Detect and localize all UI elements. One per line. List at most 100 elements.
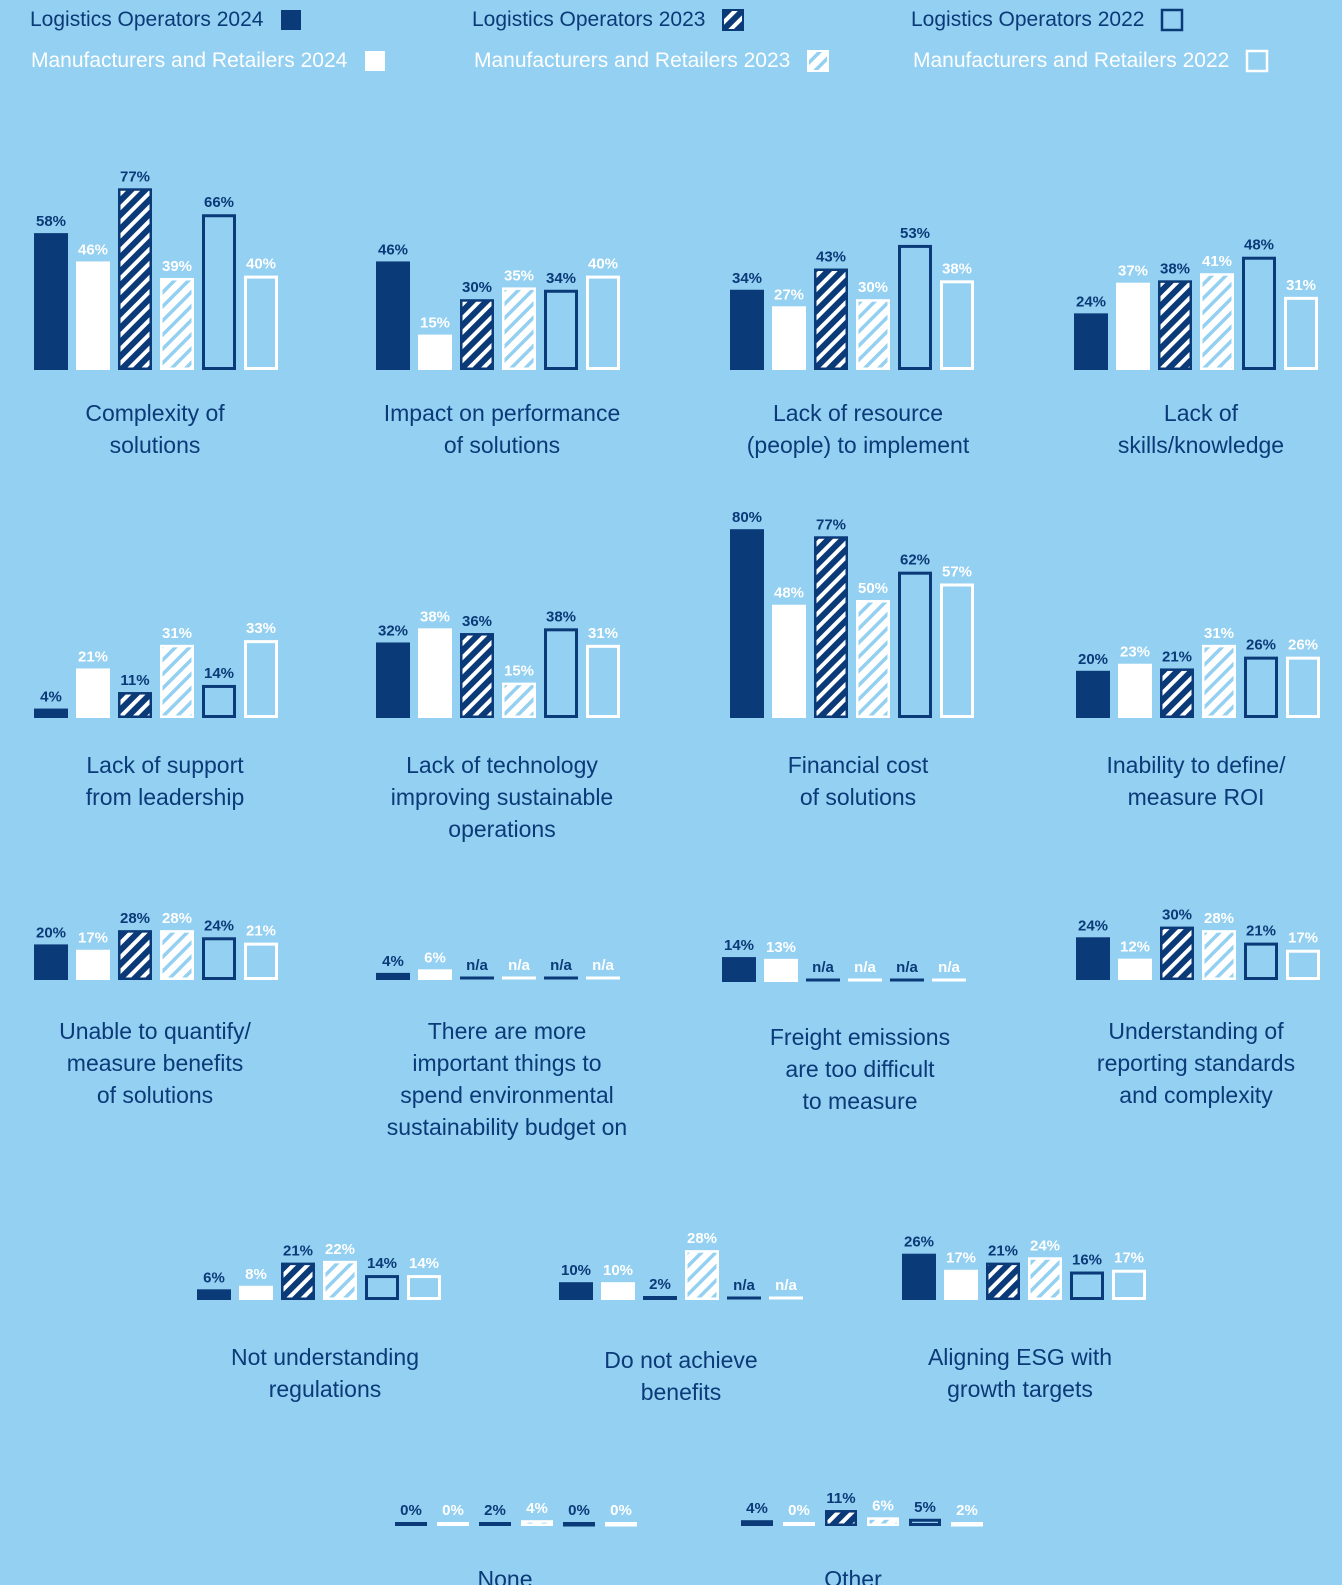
bar — [1028, 1257, 1062, 1301]
bar-value-label: n/a — [812, 959, 834, 976]
bar-value-label: 0% — [442, 1502, 464, 1519]
bar-value-label: 22% — [325, 1241, 355, 1258]
bar — [909, 1518, 941, 1526]
bar — [783, 1522, 815, 1526]
bar-value-label: 14% — [204, 665, 234, 682]
bar-value-label: 35% — [504, 267, 534, 284]
bar — [418, 969, 452, 980]
bar-value-label: 2% — [484, 1502, 506, 1519]
chart-group: 80% 48% 77% 50% 62% 57% Financial cost of solut… — [730, 509, 974, 810]
bar — [376, 642, 410, 718]
bar-value-label: 40% — [246, 256, 276, 273]
bar-value-label: 21% — [1246, 923, 1276, 940]
legend-swatch — [1161, 8, 1184, 32]
bar — [1160, 926, 1194, 980]
bar — [1112, 1269, 1146, 1300]
bar — [586, 275, 620, 371]
bar-value-label: n/a — [466, 957, 488, 974]
bar-value-label: 6% — [872, 1497, 894, 1514]
bar — [1074, 313, 1108, 370]
bar — [544, 289, 578, 371]
category-label: None — [478, 1566, 533, 1585]
bar-value-label: n/a — [896, 959, 918, 976]
bar-value-label: 28% — [1204, 910, 1234, 927]
category-label: important things to — [412, 1050, 601, 1076]
bar-value-label: n/a — [508, 957, 530, 974]
legend-item: Manufacturers and Retailers 2022 — [913, 49, 1269, 73]
bar-value-label: n/a — [854, 959, 876, 976]
bar — [764, 958, 798, 982]
bar — [814, 268, 848, 370]
bar-value-label: 80% — [732, 509, 762, 526]
bar — [1284, 296, 1318, 370]
category-label: spend environmental — [400, 1082, 614, 1108]
bar-value-label: 21% — [988, 1243, 1018, 1260]
bar-value-label: 8% — [245, 1266, 267, 1283]
chart-group: 10% 10% 2% 28% n/a n/a Do not achieve benefits — [559, 1230, 803, 1405]
bar — [244, 640, 278, 718]
category-label: improving sustainable — [391, 784, 613, 810]
category-label: Understanding of — [1108, 1018, 1284, 1044]
bar — [202, 937, 236, 981]
bar-value-label: n/a — [938, 959, 960, 976]
bar — [898, 571, 932, 718]
bar-value-label: 57% — [942, 563, 972, 580]
legend-label: Logistics Operators 2022 — [911, 8, 1145, 31]
bar — [1070, 1271, 1104, 1301]
bar — [160, 644, 194, 719]
bar — [376, 972, 410, 980]
bar-value-label: 26% — [1246, 637, 1276, 654]
bar-value-label: 31% — [162, 625, 192, 642]
bar — [281, 1262, 315, 1300]
bar — [1202, 930, 1236, 980]
bar-value-label: 24% — [1078, 917, 1108, 934]
bar — [986, 1262, 1020, 1300]
legend-label: Manufacturers and Retailers 2022 — [913, 49, 1230, 72]
bar-value-label: 4% — [382, 953, 404, 970]
category-label: skills/knowledge — [1118, 432, 1284, 458]
category-label: sustainability budget on — [387, 1114, 627, 1140]
legend-label: Manufacturers and Retailers 2023 — [474, 49, 791, 72]
bar-value-label: 23% — [1120, 644, 1150, 661]
bar-value-label: 34% — [546, 270, 576, 287]
legend-label: Logistics Operators 2024 — [30, 8, 264, 31]
chart-group: 34% 27% 43% 30% 53% 38% Lack of resource (peopl… — [730, 225, 974, 458]
bar-value-label: 77% — [120, 168, 150, 185]
category-label: and complexity — [1119, 1082, 1273, 1108]
bar-value-label: 48% — [1244, 237, 1274, 254]
category-label: measure ROI — [1128, 784, 1265, 810]
bar-value-label: 53% — [900, 225, 930, 242]
bar — [730, 289, 764, 370]
legend-item: Logistics Operators 2024 — [30, 8, 303, 32]
bar — [34, 944, 68, 980]
bar-value-label: 50% — [858, 580, 888, 597]
bar-value-label: 31% — [1204, 625, 1234, 642]
bar-value-label: 15% — [504, 663, 534, 680]
legend-label: Manufacturers and Retailers 2024 — [31, 49, 348, 72]
bar — [1116, 282, 1150, 370]
bar-value-label: 12% — [1120, 939, 1150, 956]
bar-value-label: 17% — [1288, 930, 1318, 947]
bar — [814, 536, 848, 719]
bar — [118, 930, 152, 980]
bar — [940, 583, 974, 718]
category-label: to measure — [802, 1088, 917, 1114]
bar-value-label: n/a — [550, 957, 572, 974]
bar-value-label: 27% — [774, 286, 804, 303]
bar-value-label: 14% — [367, 1255, 397, 1272]
bar — [395, 1522, 427, 1526]
chart-group: 20% 17% 28% 28% 24% 21% Unable to quantify/mea… — [34, 910, 278, 1108]
bar-value-label: 40% — [588, 256, 618, 273]
chart-group: 4% 0% 11% 6% 5% 2% Other — [741, 1490, 983, 1585]
category-label: operations — [448, 816, 555, 842]
bar — [118, 188, 152, 370]
bar-value-label: 77% — [816, 516, 846, 533]
bar-value-label: 34% — [732, 270, 762, 287]
bar — [418, 334, 452, 370]
bar — [521, 1520, 553, 1526]
legend-swatch — [807, 50, 830, 72]
category-label: regulations — [269, 1376, 382, 1402]
bar-value-label: 14% — [724, 937, 754, 954]
bar-value-label: 11% — [826, 1490, 855, 1507]
